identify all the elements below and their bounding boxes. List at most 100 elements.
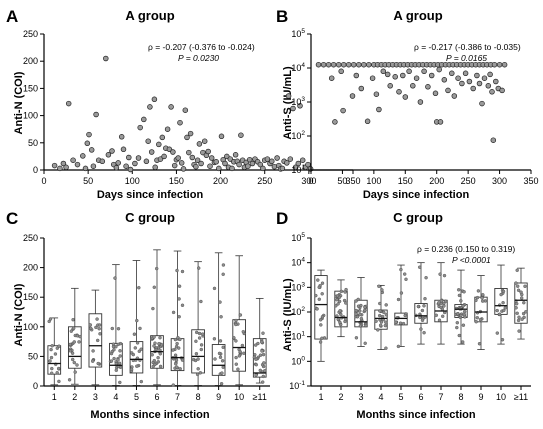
data-point [455,325,459,330]
data-point [422,304,426,308]
data-point [387,83,393,89]
data-point [516,288,521,292]
data-point [320,336,324,340]
data-point [151,306,155,311]
data-point [135,341,140,345]
data-point [120,146,127,153]
data-point [515,268,519,272]
data-point [254,373,258,377]
panel-d-x-tick-label: 1 [318,392,323,402]
data-point [374,319,378,323]
data-point [297,103,303,109]
data-point [420,318,425,322]
data-point [258,353,263,357]
data-point [57,379,61,384]
data-point [520,296,524,300]
data-point [478,317,483,322]
data-point [70,357,75,362]
data-point [520,317,524,321]
data-point [491,61,498,68]
panel-c-ylabel: Anti-N (COI) [13,283,25,346]
panel-d-y-tick-label: 101 [291,331,305,342]
data-point [466,78,473,85]
data-point [356,61,362,68]
panel-d-x-tick-label: ≥11 [514,392,528,402]
data-point [336,317,340,321]
data-point [257,161,264,168]
data-point [476,289,481,293]
data-point [68,349,73,353]
data-point [158,352,163,356]
data-point [71,318,75,322]
data-point [521,311,526,316]
data-point [111,344,116,349]
panel-d-y-tick-label: 105 [291,232,305,243]
data-point [439,299,444,303]
data-point [335,294,340,298]
data-point [213,159,219,165]
data-point [115,160,121,166]
data-point [376,328,380,332]
data-point [232,336,236,340]
data-point [434,313,438,317]
data-point [152,285,157,289]
data-point [60,160,67,167]
data-point [441,77,448,83]
data-point [269,158,275,165]
data-point [57,366,61,371]
data-point [396,297,401,302]
data-point [193,163,199,170]
data-point [378,313,382,318]
data-point [258,368,262,373]
data-point [126,154,132,161]
data-point [490,137,497,143]
data-point [69,329,74,333]
data-point [178,337,182,342]
data-point [335,61,342,68]
data-point [384,346,388,350]
panel-label-c: C [6,209,18,228]
data-point [84,140,91,147]
data-point [116,327,121,331]
data-point [462,309,467,314]
data-point [90,359,95,363]
panel-d-annotation-rho: ρ = 0.236 (0.150 to 0.319) [417,244,515,254]
panel-a-x-tick-label: 350 [345,176,360,186]
data-point [384,313,388,317]
data-point [299,157,306,163]
data-point [241,330,246,334]
data-point [457,293,462,298]
data-point [88,326,93,330]
data-point [345,61,352,68]
panel-a-x-tick-label: 250 [257,176,272,186]
data-point [229,165,235,172]
data-point [150,353,154,357]
data-point [495,331,499,335]
data-point [380,314,385,319]
data-point [220,371,224,375]
data-point [197,336,202,340]
data-point [344,287,348,292]
data-point [330,61,337,68]
data-point [496,61,503,68]
data-point [459,313,463,318]
data-point [234,318,238,323]
panel-b-y-tick-label: 103 [291,96,305,107]
data-point [95,338,100,343]
data-point [118,349,122,353]
data-point [116,358,120,362]
data-point [366,61,372,68]
data-point [338,68,344,75]
data-point [373,91,380,97]
panel-c-xlabel: Months since infection [90,409,209,421]
data-point [522,301,526,305]
data-point [173,337,178,342]
data-point [462,290,466,294]
data-point [339,312,343,317]
data-point [515,311,519,315]
data-point [194,330,199,335]
data-point [423,297,427,301]
data-point [139,347,143,351]
data-point [156,360,161,364]
